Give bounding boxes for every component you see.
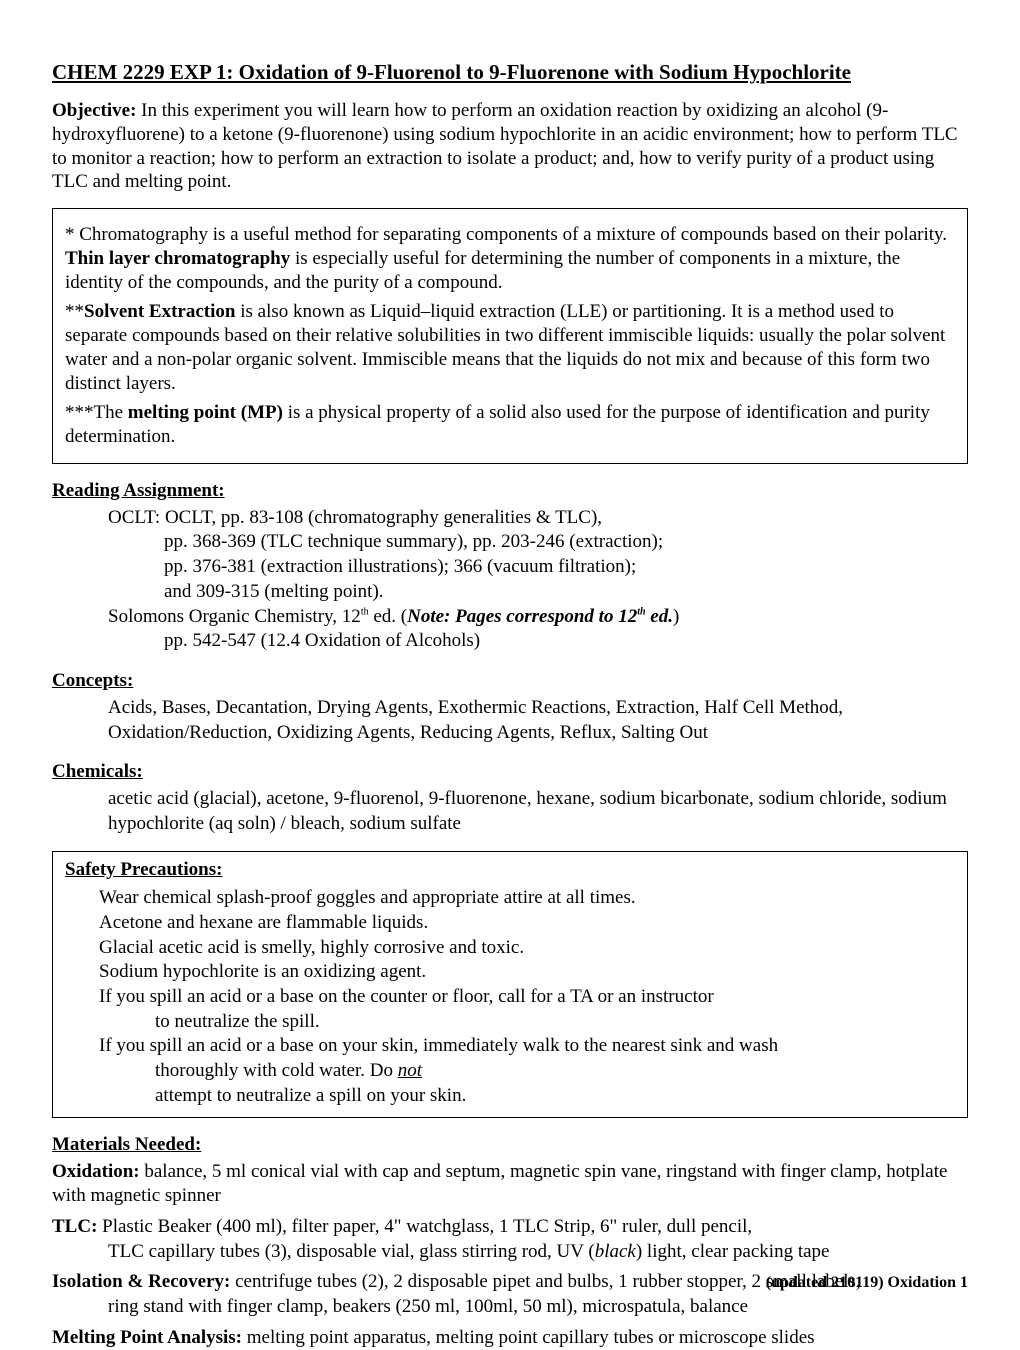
reading-head: Reading Assignment: (52, 480, 968, 502)
safety-not: not (398, 1060, 422, 1081)
safety-l5: If you spill an acid or a base on the co… (99, 985, 955, 1010)
note-solvent-pre: ** (65, 301, 84, 322)
mat-tlc-label: TLC: (52, 1216, 97, 1237)
materials-mp: Melting Point Analysis: melting point ap… (52, 1326, 968, 1350)
reading-note-sup: th (637, 606, 645, 617)
note-mp-bold: melting point (MP) (128, 402, 283, 423)
note-solvent-bold: Solvent Extraction (84, 301, 235, 322)
materials-head: Materials Needed: (52, 1134, 968, 1156)
reading-line-3: pp. 376-381 (extraction illustrations); … (164, 555, 968, 580)
mat-tlc-text2a: TLC capillary tubes (3), disposable vial… (108, 1241, 595, 1262)
safety-l6b-text: thoroughly with cold water. Do (155, 1060, 398, 1081)
mat-mp-text: melting point apparatus, melting point c… (242, 1327, 815, 1348)
safety-l6b: thoroughly with cold water. Do not (155, 1059, 955, 1084)
mat-ox-label: Oxidation: (52, 1161, 140, 1182)
reading-line-6: pp. 542-547 (12.4 Oxidation of Alcohols) (164, 629, 968, 654)
reading-l5c: ) (673, 606, 679, 627)
safety-l6c: attempt to neutralize a spill on your sk… (155, 1084, 955, 1109)
safety-l2: Acetone and hexane are flammable liquids… (99, 911, 955, 936)
safety-l1: Wear chemical splash-proof goggles and a… (99, 886, 955, 911)
note-solvent-extraction: **Solvent Extraction is also known as Li… (65, 300, 955, 395)
safety-head: Safety Precautions: (65, 858, 955, 883)
mat-iso-label: Isolation & Recovery: (52, 1271, 230, 1292)
safety-l5b: to neutralize the spill. (155, 1010, 955, 1035)
reading-note1: Note: Pages correspond to 12 (407, 606, 637, 627)
chemicals-text: acetic acid (glacial), acetone, 9-fluore… (108, 787, 968, 836)
objective-paragraph: Objective: In this experiment you will l… (52, 99, 968, 194)
reading-l5sup: th (361, 606, 369, 617)
concepts-text: Acids, Bases, Decantation, Drying Agents… (108, 696, 968, 745)
mat-tlc-black: black (595, 1241, 636, 1262)
note-melting-point: ***The melting point (MP) is a physical … (65, 401, 955, 449)
mat-tlc-text1: Plastic Beaker (400 ml), filter paper, 4… (97, 1216, 752, 1237)
note-chromatography: * Chromatography is a useful method for … (65, 223, 955, 294)
reading-line-4: and 309-315 (melting point). (164, 580, 968, 605)
mat-iso-text2: ring stand with finger clamp, beakers (2… (108, 1295, 968, 1320)
safety-l3: Glacial acetic acid is smelly, highly co… (99, 936, 955, 961)
document-title: CHEM 2229 EXP 1: Oxidation of 9-Fluoreno… (52, 60, 968, 85)
materials-oxidation: Oxidation: balance, 5 ml conical vial wi… (52, 1160, 968, 1209)
reading-note2: ed. (646, 606, 673, 627)
mat-tlc-line2: TLC capillary tubes (3), disposable vial… (108, 1240, 968, 1265)
safety-box: Safety Precautions: Wear chemical splash… (52, 851, 968, 1118)
mat-tlc-text2b: ) light, clear packing tape (636, 1241, 830, 1262)
reading-l5b: ed. ( (369, 606, 408, 627)
reading-line-2: pp. 368-369 (TLC technique summary), pp.… (164, 530, 968, 555)
materials-tlc: TLC: Plastic Beaker (400 ml), filter pap… (52, 1215, 968, 1264)
reading-line-5: Solomons Organic Chemistry, 12th ed. (No… (108, 605, 968, 630)
note-chroma-bold: Thin layer chromatography (65, 248, 290, 269)
page-footer: (updated 210119) Oxidation 1 (766, 1274, 968, 1292)
mat-mp-label: Melting Point Analysis: (52, 1327, 242, 1348)
objective-label: Objective: (52, 100, 136, 121)
mat-ox-text: balance, 5 ml conical vial with cap and … (52, 1161, 947, 1207)
page: CHEM 2229 EXP 1: Oxidation of 9-Fluoreno… (0, 0, 1020, 1320)
notes-box: * Chromatography is a useful method for … (52, 208, 968, 464)
note-mp-pre: ***The (65, 402, 128, 423)
concepts-head: Concepts: (52, 670, 968, 692)
note-chroma-pre: * Chromatography is a useful method for … (65, 224, 947, 245)
safety-l4: Sodium hypochlorite is an oxidizing agen… (99, 960, 955, 985)
objective-text: In this experiment you will learn how to… (52, 100, 958, 192)
reading-line-1: OCLT: OCLT, pp. 83-108 (chromatography g… (108, 506, 968, 531)
chemicals-head: Chemicals: (52, 761, 968, 783)
safety-l6: If you spill an acid or a base on your s… (99, 1034, 955, 1059)
reading-l5a: Solomons Organic Chemistry, 12 (108, 606, 361, 627)
